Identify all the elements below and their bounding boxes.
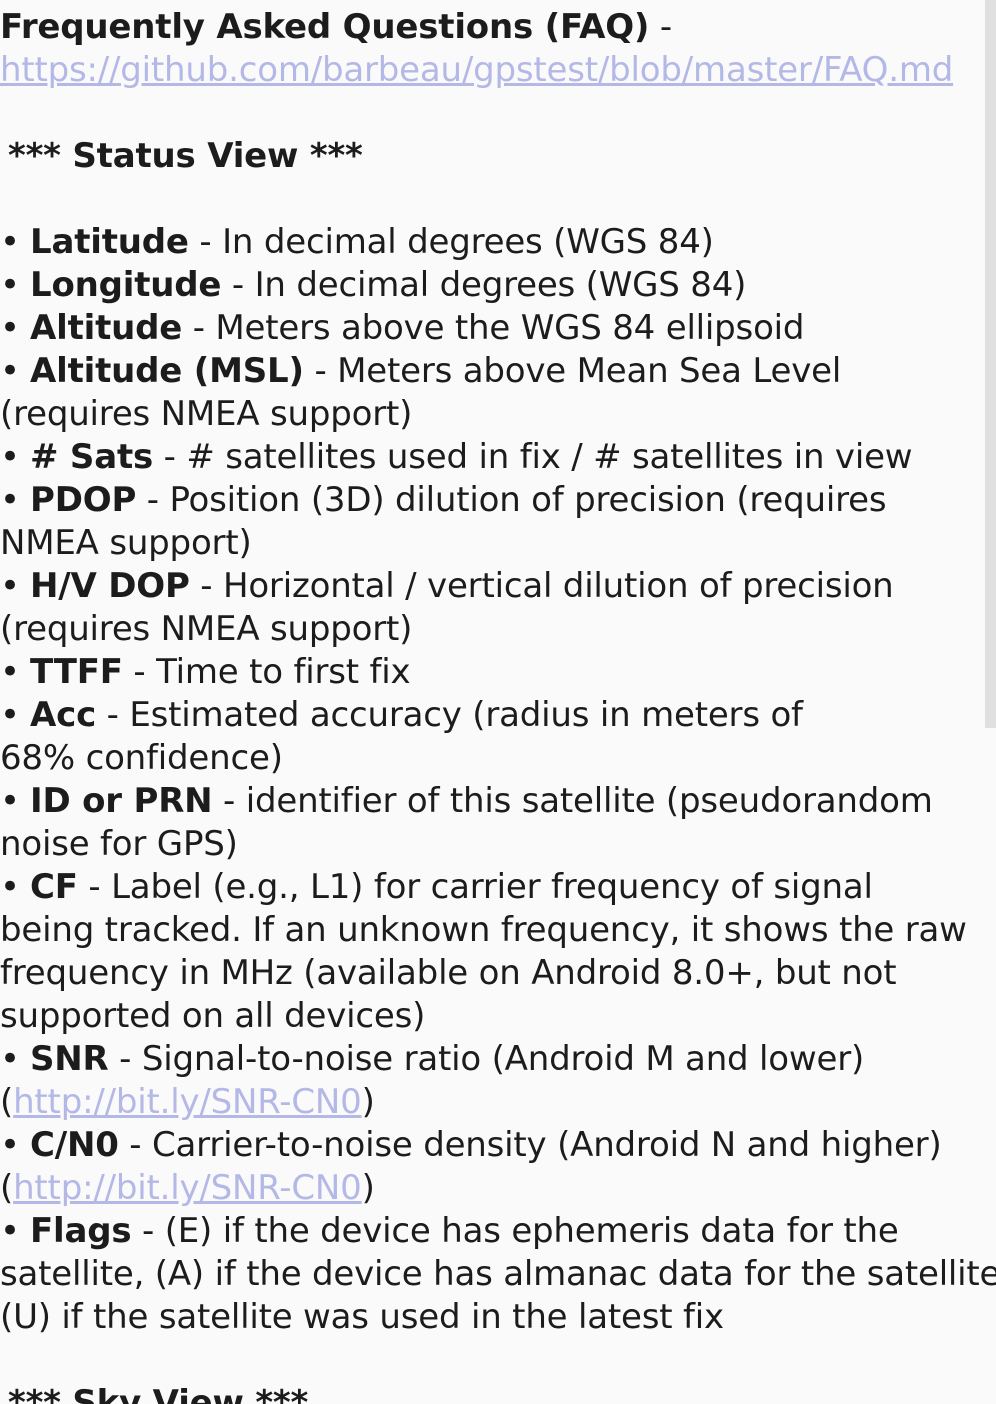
paren-open: ( [0, 1168, 14, 1208]
snr-cn0-link[interactable]: http://bit.ly/SNR-CN0 [13, 1168, 362, 1208]
term: C/N0 [30, 1125, 119, 1165]
list-item-ttff: • TTFF - Time to first fix [0, 651, 975, 694]
bullet: • [0, 437, 20, 477]
description: - Meters above the WGS 84 ellipsoid [182, 308, 805, 348]
list-item-cf: • CF - Label (e.g., L1) for carrier frequ… [0, 866, 975, 909]
description: - Signal-to-noise ratio (Android M and l… [108, 1039, 865, 1079]
bullet: • [0, 351, 20, 391]
description: - Horizontal / vertical dilution of prec… [189, 566, 894, 606]
term: SNR [30, 1039, 109, 1079]
bullet: • [0, 566, 20, 606]
description: - identifier of this satellite (pseudora… [212, 781, 933, 821]
description-continuation: NMEA support) [0, 523, 252, 563]
term: ID or PRN [30, 781, 213, 821]
description: - In decimal degrees (WGS 84) [221, 265, 747, 305]
description-continuation: satellite, (A) if the device has almanac… [0, 1254, 996, 1294]
link-line: (http://bit.ly/SNR-CN0) [0, 1167, 975, 1210]
faq-title: Frequently Asked Questions (FAQ) [0, 7, 650, 47]
spacer [0, 1339, 975, 1382]
term: Altitude [30, 308, 183, 348]
snr-cn0-link[interactable]: http://bit.ly/SNR-CN0 [13, 1082, 362, 1122]
description: - Position (3D) dilution of precision (r… [136, 480, 887, 520]
description-continuation: 68% confidence) [0, 738, 283, 778]
bullet: • [0, 1039, 20, 1079]
bullet: • [0, 222, 20, 262]
term: CF [30, 867, 78, 907]
term: Latitude [30, 222, 189, 262]
bullet: • [0, 867, 20, 907]
bullet: • [0, 265, 20, 305]
link-line: (http://bit.ly/SNR-CN0) [0, 1081, 975, 1124]
list-item-sats: • # Sats - # satellites used in fix / # s… [0, 436, 975, 479]
bullet: • [0, 1125, 20, 1165]
term: # Sats [30, 437, 154, 477]
term: H/V DOP [30, 566, 190, 606]
description-continuation: noise for GPS) [0, 824, 238, 864]
paren-close: ) [361, 1168, 375, 1208]
list-item-longitude: • Longitude - In decimal degrees (WGS 84) [0, 264, 975, 307]
list-item-hv-dop: • H/V DOP - Horizontal / vertical dilutio… [0, 565, 975, 608]
term: Altitude (MSL) [30, 351, 304, 391]
spacer [0, 178, 975, 221]
list-item-snr: • SNR - Signal-to-noise ratio (Android M … [0, 1038, 975, 1081]
description-continuation: being tracked. If an unknown frequency, … [0, 910, 967, 950]
bullet: • [0, 781, 20, 821]
list-item-pdop: • PDOP - Position (3D) dilution of precis… [0, 479, 975, 522]
faq-url-line: https://github.com/barbeau/gpstest/blob/… [0, 49, 975, 92]
list-item-latitude: • Latitude - In decimal degrees (WGS 84) [0, 221, 975, 264]
description-continuation: supported on all devices) [0, 996, 426, 1036]
term: Flags [30, 1211, 132, 1251]
term: PDOP [30, 480, 137, 520]
vertical-scrollbar[interactable] [985, 0, 996, 728]
bullet: • [0, 308, 20, 348]
description: - In decimal degrees (WGS 84) [188, 222, 714, 262]
description-continuation: frequency in MHz (available on Android 8… [0, 953, 897, 993]
term: TTFF [30, 652, 123, 692]
term: Acc [30, 695, 97, 735]
bullet: • [0, 652, 20, 692]
description-continuation: (U) if the satellite was used in the lat… [0, 1297, 724, 1337]
spacer [0, 92, 975, 135]
description: - Meters above Mean Sea Level [303, 351, 842, 391]
term: Longitude [30, 265, 222, 305]
description-continuation: (requires NMEA support) [0, 394, 413, 434]
description: - Label (e.g., L1) for carrier frequency… [77, 867, 873, 907]
description: - (E) if the device has ephemeris data f… [131, 1211, 899, 1251]
description: - Carrier-to-noise density (Android N an… [118, 1125, 942, 1165]
faq-link[interactable]: https://github.com/barbeau/gpstest/blob/… [0, 50, 954, 90]
faq-separator: - [649, 7, 672, 47]
sky-view-heading: *** Sky View *** [8, 1383, 309, 1404]
bullet: • [0, 480, 20, 520]
faq-title-line: Frequently Asked Questions (FAQ) - [0, 6, 975, 49]
bullet: • [0, 695, 20, 735]
description: - # satellites used in fix / # satellite… [153, 437, 913, 477]
list-item-altitude-msl: • Altitude (MSL) - Meters above Mean Sea … [0, 350, 975, 393]
list-item-acc: • Acc - Estimated accuracy (radius in met… [0, 694, 975, 737]
faq-text-view: Frequently Asked Questions (FAQ) - https… [0, 6, 996, 1404]
paren-close: ) [361, 1082, 375, 1122]
list-item-altitude: • Altitude - Meters above the WGS 84 elli… [0, 307, 975, 350]
list-item-flags: • Flags - (E) if the device has ephemeris… [0, 1210, 975, 1253]
paren-open: ( [0, 1082, 14, 1122]
list-item-id-prn: • ID or PRN - identifier of this satellit… [0, 780, 975, 823]
description-continuation: (requires NMEA support) [0, 609, 413, 649]
status-view-heading: *** Status View *** [8, 136, 363, 176]
description: - Estimated accuracy (radius in meters o… [96, 695, 803, 735]
list-item-cn0: • C/N0 - Carrier-to-noise density (Androi… [0, 1124, 975, 1167]
description: - Time to first fix [122, 652, 411, 692]
bullet: • [0, 1211, 20, 1251]
